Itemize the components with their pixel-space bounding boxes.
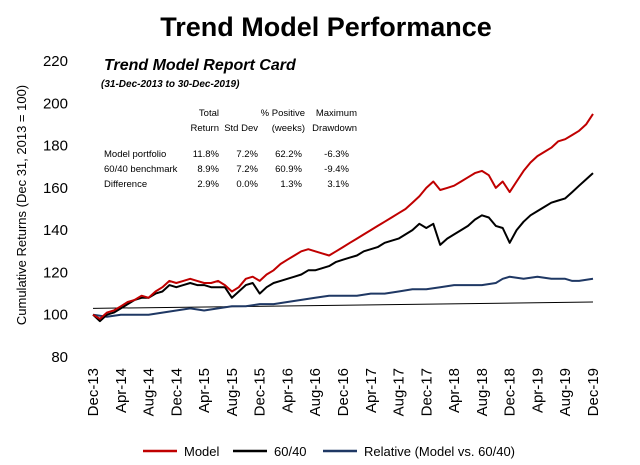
- x-tick-label: Dec-17: [418, 368, 435, 416]
- x-tick-label: Aug-19: [557, 368, 574, 416]
- y-tick-label: 160: [43, 180, 68, 197]
- row-positive-weeks: 60.9%: [275, 164, 302, 175]
- x-tick-label: Aug-14: [141, 368, 158, 416]
- report-card-title: Trend Model Report Card: [104, 57, 297, 74]
- header-drawdown-line1: Maximum: [316, 108, 357, 119]
- header-positive-line2: (weeks): [272, 123, 305, 134]
- y-tick-label: 100: [43, 307, 68, 324]
- series-line-relative: [92, 275, 594, 318]
- x-tick-label: Apr-14: [113, 368, 130, 413]
- x-tick-label: Aug-18: [474, 368, 491, 416]
- x-tick-label: Dec-15: [252, 368, 269, 416]
- header-total-line1: Total: [199, 108, 219, 119]
- row-label: Model portfolio: [104, 149, 166, 160]
- x-tick-label: Aug-16: [307, 368, 324, 416]
- y-tick-label: 180: [43, 138, 68, 155]
- row-max-drawdown: -6.3%: [324, 149, 349, 160]
- y-tick-label: 200: [43, 95, 68, 112]
- y-axis: 80 100 120 140 160 180 200 220: [43, 53, 68, 366]
- y-tick-label: 220: [43, 53, 68, 70]
- x-tick-label: Dec-14: [168, 368, 185, 416]
- legend-label-relative: Relative (Model vs. 60/40): [364, 444, 515, 459]
- x-tick-label: Aug-17: [391, 368, 408, 416]
- row-max-drawdown: -9.4%: [324, 164, 349, 175]
- report-card-subtitle: (31-Dec-2013 to 30-Dec-2019): [101, 79, 240, 90]
- header-total-line2: Return: [190, 123, 219, 134]
- series-line-6040: [92, 172, 594, 323]
- x-tick-label: Dec-19: [585, 368, 602, 416]
- y-axis-label: Cumulative Returns (Dec 31, 2013 = 100): [14, 85, 29, 325]
- report-row-model: Model portfolio 11.8% 7.2% 62.2% -6.3%: [104, 149, 350, 160]
- x-tick-label: Apr-17: [363, 368, 380, 413]
- chart-title: Trend Model Performance: [160, 12, 492, 42]
- x-tick-label: Apr-19: [529, 368, 546, 413]
- row-std-dev: 7.2%: [236, 149, 258, 160]
- x-tick-label: Aug-15: [224, 368, 241, 416]
- trend-line: [92, 301, 594, 309]
- row-max-drawdown: 3.1%: [327, 179, 349, 190]
- row-positive-weeks: 62.2%: [275, 149, 302, 160]
- row-label: 60/40 benchmark: [104, 164, 178, 175]
- report-card: Trend Model Report Card (31-Dec-2013 to …: [101, 57, 357, 190]
- y-tick-label: 80: [51, 349, 68, 366]
- x-tick-label: Apr-15: [196, 368, 213, 413]
- row-total-return: 2.9%: [197, 179, 219, 190]
- plot-area: [92, 113, 594, 323]
- x-tick-label: Dec-16: [335, 368, 352, 416]
- series-line-model: [92, 113, 594, 320]
- y-tick-label: 120: [43, 264, 68, 281]
- report-row-benchmark: 60/40 benchmark 8.9% 7.2% 60.9% -9.4%: [104, 164, 350, 175]
- header-positive-line1: % Positive: [261, 108, 305, 119]
- x-tick-label: Dec-13: [85, 368, 102, 416]
- row-total-return: 8.9%: [197, 164, 219, 175]
- row-total-return: 11.8%: [193, 149, 220, 160]
- row-std-dev: 7.2%: [236, 164, 258, 175]
- x-tick-label: Dec-18: [502, 368, 519, 416]
- x-axis: Dec-13 Apr-14 Aug-14 Dec-14 Apr-15 Aug-15 Dec-…: [85, 368, 602, 416]
- x-tick-label: Apr-18: [446, 368, 463, 413]
- row-positive-weeks: 1.3%: [280, 179, 302, 190]
- header-stddev: Std Dev: [224, 123, 258, 134]
- report-row-difference: Difference 2.9% 0.0% 1.3% 3.1%: [104, 179, 350, 190]
- row-std-dev: 0.0%: [236, 179, 258, 190]
- x-tick-label: Apr-16: [279, 368, 296, 413]
- legend-label-6040: 60/40: [274, 444, 307, 459]
- legend: Model 60/40 Relative (Model vs. 60/40): [143, 444, 515, 459]
- y-tick-label: 140: [43, 222, 68, 239]
- header-drawdown-line2: Drawdown: [312, 123, 357, 134]
- row-label: Difference: [104, 179, 147, 190]
- legend-label-model: Model: [184, 444, 220, 459]
